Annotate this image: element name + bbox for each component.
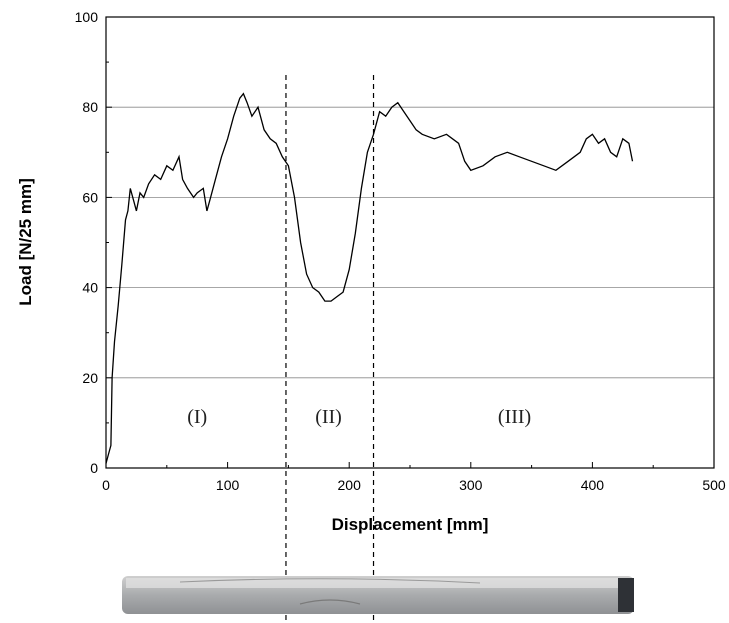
region-boundary-lines [285,75,375,623]
gridlines [106,106,714,379]
x-tick-label: 100 [216,477,240,493]
y-tick-label: 80 [82,99,98,115]
y-tick-label: 60 [82,189,98,205]
x-axis-ticks: 0 100 200 300 400 500 [102,462,726,493]
region-label: (III) [498,406,531,428]
specimen-strip-photo [122,576,634,614]
y-axis-title: Load [N/25 mm] [16,178,35,306]
y-axis-ticks: 0 20 40 60 80 100 [75,9,112,476]
region-labels: (I) (II) (III) [187,406,531,428]
y-tick-label: 20 [82,370,98,386]
x-tick-label: 400 [581,477,605,493]
y-tick-label: 40 [82,280,98,296]
y-tick-label: 0 [90,460,98,476]
region-label: (I) [187,406,207,428]
x-tick-label: 200 [338,477,362,493]
x-axis-title: Displacement [mm] [332,515,489,534]
x-tick-label: 0 [102,477,110,493]
region-label: (II) [315,406,342,428]
x-tick-label: 500 [702,477,726,493]
plot-frame [105,16,715,469]
y-tick-label: 100 [75,9,99,25]
load-curve-line [105,92,634,464]
x-tick-label: 300 [459,477,483,493]
